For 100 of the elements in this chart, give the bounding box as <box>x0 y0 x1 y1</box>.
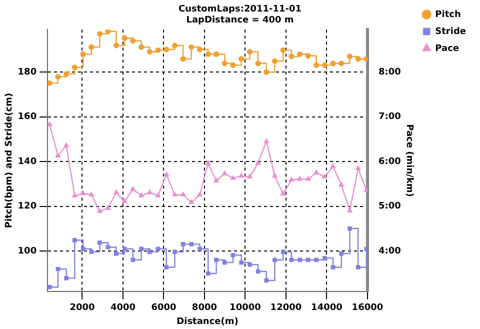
point <box>222 170 228 176</box>
point <box>238 173 244 178</box>
point <box>222 260 227 265</box>
y-tick-label: 120 <box>18 202 37 212</box>
y-tick-label: 140 <box>18 156 37 167</box>
point <box>272 58 278 64</box>
y-tick-label: 160 <box>18 112 37 122</box>
x-tick-label: 2000 <box>70 303 95 314</box>
point <box>96 31 103 37</box>
point <box>246 48 252 55</box>
point <box>139 246 144 252</box>
point <box>188 44 194 50</box>
point <box>230 62 236 68</box>
point <box>147 190 152 194</box>
point <box>130 258 136 262</box>
point <box>288 177 294 182</box>
point <box>214 178 219 183</box>
point <box>172 250 177 254</box>
point <box>180 192 186 196</box>
point <box>230 252 236 258</box>
point <box>197 192 202 196</box>
point <box>113 42 120 48</box>
legend-label: Stride <box>435 26 466 37</box>
point <box>64 276 68 280</box>
point <box>188 200 194 204</box>
point <box>80 246 86 252</box>
point <box>180 242 186 246</box>
point <box>297 51 303 58</box>
y2-tick-label: 8:00 <box>378 67 401 78</box>
point <box>164 265 169 270</box>
point <box>314 258 318 262</box>
point <box>339 251 344 256</box>
point <box>314 62 320 68</box>
point <box>148 250 152 254</box>
point <box>330 164 336 168</box>
point <box>322 256 327 260</box>
point <box>298 258 302 262</box>
point <box>105 30 111 34</box>
point <box>330 265 336 270</box>
point <box>55 74 61 80</box>
point <box>122 35 128 41</box>
point <box>264 69 270 75</box>
y2-tick-label: 6:00 <box>378 156 401 167</box>
point <box>88 44 94 50</box>
point <box>256 269 260 274</box>
point <box>214 258 218 262</box>
point <box>356 166 361 170</box>
y2-tick-label: 5:00 <box>378 202 401 212</box>
point <box>105 205 110 210</box>
chart-title: CustomLaps:2011-11-01 <box>178 4 302 15</box>
point <box>130 186 136 192</box>
point <box>114 251 118 256</box>
point <box>164 172 169 176</box>
point <box>80 190 86 196</box>
x-axis-title: Distance(m) <box>176 316 238 327</box>
y2-tick-label: 7:00 <box>378 112 401 122</box>
point <box>88 192 94 196</box>
point <box>138 192 144 198</box>
point <box>280 250 286 254</box>
point <box>306 258 310 262</box>
point <box>305 52 311 59</box>
y2-axis-title: Pace (min/km) <box>404 124 414 197</box>
point <box>306 176 311 181</box>
point <box>97 208 102 213</box>
point <box>156 192 161 198</box>
point <box>264 278 269 283</box>
point <box>56 266 60 272</box>
point <box>247 174 252 179</box>
x-tick-label: 16000 <box>352 303 384 314</box>
point <box>206 160 211 166</box>
point <box>338 60 344 66</box>
point <box>122 246 127 252</box>
point <box>72 64 78 70</box>
y-tick-label: 180 <box>18 67 37 78</box>
point <box>280 47 286 53</box>
point <box>364 246 368 252</box>
point <box>264 138 269 144</box>
point <box>80 51 86 58</box>
point <box>180 56 186 62</box>
point <box>346 54 353 60</box>
x-tick-label: 10000 <box>230 303 261 314</box>
point <box>248 262 252 267</box>
point <box>347 208 352 213</box>
point <box>122 198 128 204</box>
point <box>89 250 94 254</box>
point <box>189 242 194 246</box>
point <box>288 54 294 60</box>
y2-tick-label: 4:00 <box>378 246 401 256</box>
point <box>272 258 277 262</box>
point <box>72 238 77 242</box>
point <box>213 51 220 58</box>
point <box>164 46 170 52</box>
point <box>55 153 60 158</box>
point <box>297 176 302 181</box>
point <box>255 60 261 66</box>
point <box>238 56 244 62</box>
legend-label: Pitch <box>435 10 461 20</box>
point <box>156 246 160 252</box>
point <box>196 46 203 52</box>
point <box>114 190 119 194</box>
